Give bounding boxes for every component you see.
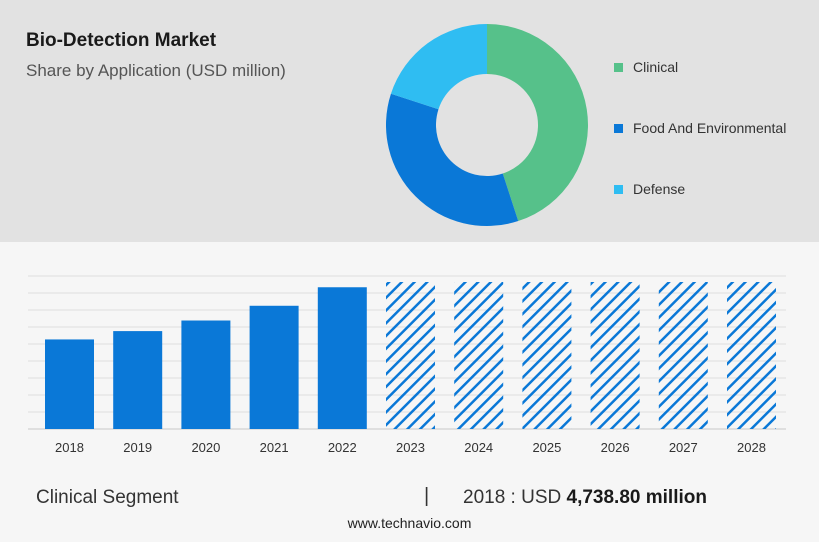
legend-item-food: Food And Environmental [614,120,786,136]
legend-swatch-defense [614,184,623,194]
bar-chart: 2018 2019 2020 2021 2022 2023 2024 2025 2026 2027… [28,275,786,455]
page-title: Bio-Detection Market [26,30,217,51]
x-tick-2019: 2019 [123,440,152,455]
x-tick-2021: 2021 [260,440,289,455]
x-tick-2022: 2022 [328,440,357,455]
donut-slice-food [386,93,519,227]
donut-slice-defense [390,24,487,110]
x-tick-2028: 2028 [737,440,766,455]
legend-swatch-food [614,123,623,133]
x-tick-2027: 2027 [669,440,698,455]
donut-slice-clinical [487,24,588,222]
segment-value: 2018 : USD 4,738.80 million [463,487,707,509]
forecast-bar-2025 [522,282,572,429]
legend-item-defense: Defense [614,181,685,197]
forecast-bar-2028 [727,282,776,429]
x-tick-2024: 2024 [464,440,493,455]
page-subtitle: Share by Application (USD million) [26,61,286,80]
segment-label: Clinical Segment [36,487,179,508]
site-url: www.technavio.com [347,515,472,531]
x-tick-2023: 2023 [396,440,425,455]
donut-chart [386,24,588,227]
forecast-bar-2026 [590,282,640,429]
forecast-bar-2024 [454,282,504,429]
bar-2019 [113,331,163,429]
legend-label-clinical: Clinical [633,59,679,75]
legend-label-food: Food And Environmental [633,120,787,136]
segment-value-number: 4,738.80 million [566,487,707,508]
x-tick-2020: 2020 [191,440,220,455]
x-tick-2026: 2026 [601,440,630,455]
bar-2020 [181,320,231,429]
x-tick-2018: 2018 [55,440,84,455]
bar-2021 [249,305,299,429]
legend-label-defense: Defense [633,181,686,197]
bar-2022 [317,287,367,429]
bar-2018 [45,339,94,429]
forecast-bar-2023 [386,282,435,429]
segment-year-label: 2018 : USD [463,487,562,508]
legend-swatch-clinical [614,62,623,72]
x-tick-2025: 2025 [532,440,561,455]
forecast-bar-2027 [658,282,708,429]
footer-separator: | [424,485,430,507]
legend-item-clinical: Clinical [614,59,678,75]
